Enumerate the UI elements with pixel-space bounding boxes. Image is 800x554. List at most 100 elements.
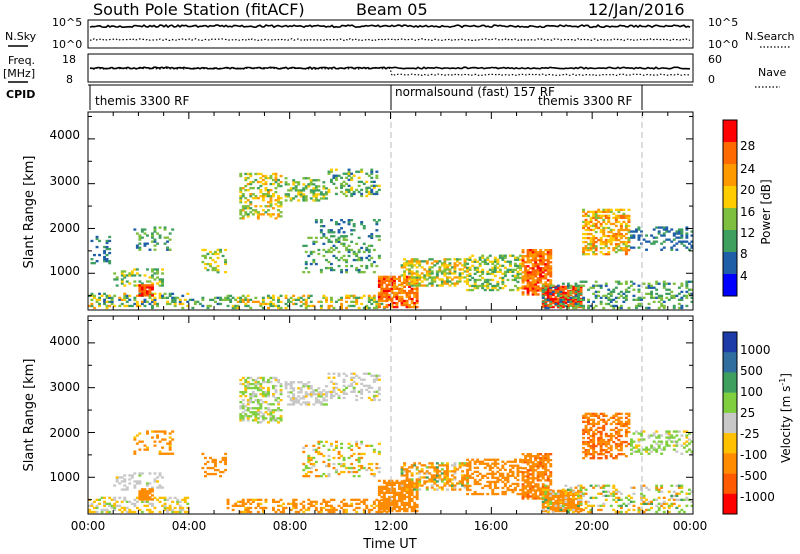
velocity-cell bbox=[511, 464, 515, 467]
velocity-cell bbox=[251, 382, 255, 386]
velocity-cell bbox=[163, 496, 167, 500]
power-cell bbox=[443, 266, 447, 269]
velocity-cell bbox=[473, 462, 477, 465]
power-cell bbox=[140, 282, 144, 285]
velocity-cell bbox=[400, 495, 404, 499]
velocity-cell bbox=[259, 506, 263, 510]
velocity-cell bbox=[292, 401, 296, 404]
power-cell bbox=[269, 197, 273, 200]
velocity-cell bbox=[521, 453, 525, 456]
power-cell bbox=[342, 221, 346, 224]
power-cell bbox=[572, 301, 575, 305]
velocity-cell bbox=[665, 442, 669, 445]
power-cell bbox=[521, 285, 525, 288]
power-cell bbox=[347, 172, 351, 175]
power-cell bbox=[624, 245, 628, 248]
power-cell bbox=[410, 278, 414, 281]
velocity-cell bbox=[567, 495, 570, 499]
power-cell bbox=[556, 301, 560, 305]
velocity-cell bbox=[577, 505, 580, 509]
power-cell bbox=[493, 264, 497, 268]
velocity-cell bbox=[282, 506, 286, 510]
velocity-cell bbox=[461, 484, 465, 487]
velocity-cell bbox=[312, 393, 316, 396]
power-cell bbox=[624, 290, 628, 294]
velocity-cell bbox=[259, 386, 263, 390]
power-cell bbox=[375, 264, 379, 268]
power-cell bbox=[151, 288, 154, 291]
power-cell bbox=[413, 276, 417, 279]
velocity-cell bbox=[521, 491, 525, 494]
velocity-cell bbox=[451, 478, 454, 481]
power-cell bbox=[93, 253, 96, 257]
velocity-cell bbox=[655, 436, 659, 439]
power-cell bbox=[340, 186, 344, 190]
power-cell bbox=[617, 249, 621, 252]
velocity-cell bbox=[143, 500, 147, 504]
velocity-cell bbox=[544, 455, 548, 458]
power-cell bbox=[138, 292, 142, 296]
velocity-cell bbox=[541, 467, 545, 470]
power-cell bbox=[224, 296, 228, 300]
velocity-cell bbox=[390, 491, 394, 495]
velocity-cell bbox=[362, 466, 366, 470]
power-cell bbox=[105, 300, 109, 304]
power-cell bbox=[370, 176, 374, 180]
power-cell bbox=[662, 300, 666, 304]
power-cell bbox=[614, 216, 618, 220]
velocity-cell bbox=[274, 500, 278, 504]
power-cell bbox=[690, 296, 694, 300]
power-cell bbox=[390, 275, 394, 279]
power-cell bbox=[342, 236, 346, 240]
power-cell bbox=[284, 195, 288, 198]
power-cell bbox=[95, 245, 99, 249]
velocity-cell bbox=[365, 384, 369, 388]
velocity-cell bbox=[123, 484, 127, 487]
velocity-cell bbox=[418, 472, 422, 475]
velocity-cell bbox=[526, 491, 530, 494]
power-cell bbox=[388, 281, 391, 285]
power-cell bbox=[536, 277, 540, 280]
power-cell bbox=[420, 280, 424, 283]
velocity-cell bbox=[516, 482, 520, 486]
velocity-cell bbox=[350, 466, 354, 470]
power-cell bbox=[138, 294, 142, 297]
power-cell bbox=[627, 245, 631, 248]
velocity-cell bbox=[526, 481, 530, 484]
velocity-cell bbox=[140, 498, 144, 501]
power-cell bbox=[350, 219, 354, 222]
power-cell bbox=[118, 296, 122, 300]
velocity-cell bbox=[549, 505, 553, 509]
velocity-cell bbox=[554, 509, 558, 513]
power-cell bbox=[584, 236, 588, 240]
power-cell bbox=[125, 300, 129, 304]
power-cell bbox=[287, 298, 291, 302]
velocity-cell bbox=[546, 457, 550, 460]
power-cell bbox=[390, 305, 394, 309]
power-cell bbox=[153, 248, 157, 251]
velocity-cell bbox=[511, 474, 515, 478]
velocity-cell bbox=[466, 478, 470, 482]
power-cell bbox=[637, 228, 641, 231]
power-cell bbox=[375, 221, 379, 224]
power-cell bbox=[350, 186, 354, 190]
velocity-cell bbox=[486, 464, 490, 467]
velocity-cell bbox=[516, 492, 520, 496]
power-cell bbox=[471, 284, 475, 288]
power-cell bbox=[125, 304, 129, 308]
velocity-cell bbox=[501, 460, 505, 463]
velocity-cell bbox=[259, 502, 263, 506]
velocity-cell bbox=[498, 468, 502, 472]
velocity-cell bbox=[453, 472, 457, 475]
velocity-cell bbox=[650, 444, 654, 447]
velocity-cell bbox=[473, 470, 477, 474]
velocity-cell bbox=[569, 503, 573, 507]
power-cell bbox=[335, 300, 338, 304]
power-cell bbox=[216, 256, 220, 260]
velocity-cell bbox=[294, 397, 298, 400]
power-cell bbox=[577, 298, 580, 302]
power-cell bbox=[415, 285, 419, 289]
power-cell bbox=[342, 231, 346, 234]
velocity-cell bbox=[357, 390, 361, 394]
velocity-cell bbox=[584, 424, 588, 428]
